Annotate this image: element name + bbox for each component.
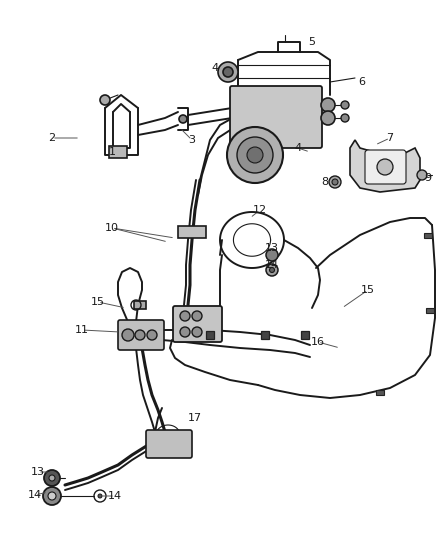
Text: 11: 11 xyxy=(75,325,89,335)
Circle shape xyxy=(266,249,278,261)
Polygon shape xyxy=(350,140,420,192)
Circle shape xyxy=(49,475,55,481)
Bar xyxy=(261,331,269,339)
Bar xyxy=(134,301,146,309)
Circle shape xyxy=(98,494,102,498)
Text: 3: 3 xyxy=(188,135,195,145)
Circle shape xyxy=(377,159,393,175)
FancyBboxPatch shape xyxy=(365,150,406,184)
Circle shape xyxy=(247,147,263,163)
Circle shape xyxy=(341,114,349,122)
Text: 8: 8 xyxy=(321,177,328,187)
Text: 13: 13 xyxy=(265,243,279,253)
Text: 7: 7 xyxy=(386,133,394,143)
Text: 14: 14 xyxy=(28,490,42,500)
Circle shape xyxy=(192,311,202,321)
Bar xyxy=(206,331,214,339)
Text: 16: 16 xyxy=(311,337,325,347)
Circle shape xyxy=(417,170,427,180)
Circle shape xyxy=(237,137,273,173)
FancyBboxPatch shape xyxy=(118,320,164,350)
Bar xyxy=(178,226,206,238)
Bar xyxy=(109,146,127,158)
Circle shape xyxy=(266,264,278,276)
Circle shape xyxy=(43,487,61,505)
Circle shape xyxy=(321,111,335,125)
Circle shape xyxy=(218,62,238,82)
Circle shape xyxy=(44,470,60,486)
Circle shape xyxy=(321,98,335,112)
Text: 13: 13 xyxy=(31,467,45,477)
Text: 6: 6 xyxy=(358,77,365,87)
Text: 9: 9 xyxy=(424,173,431,183)
Text: 4: 4 xyxy=(212,63,219,73)
Circle shape xyxy=(269,268,275,272)
Circle shape xyxy=(135,330,145,340)
Circle shape xyxy=(122,329,134,341)
Text: 14: 14 xyxy=(265,260,279,270)
Text: 12: 12 xyxy=(253,205,267,215)
FancyBboxPatch shape xyxy=(230,86,322,148)
Circle shape xyxy=(180,327,190,337)
Bar xyxy=(426,308,434,312)
Bar xyxy=(301,331,309,339)
FancyBboxPatch shape xyxy=(173,306,222,342)
Circle shape xyxy=(48,492,56,500)
FancyBboxPatch shape xyxy=(146,430,192,458)
Circle shape xyxy=(192,327,202,337)
Bar xyxy=(376,390,384,394)
Text: 10: 10 xyxy=(105,223,119,233)
Text: 17: 17 xyxy=(188,413,202,423)
Text: 1: 1 xyxy=(109,147,116,157)
Circle shape xyxy=(147,330,157,340)
Text: 4: 4 xyxy=(294,143,301,153)
Text: 15: 15 xyxy=(91,297,105,307)
Bar xyxy=(424,232,432,238)
Text: 14: 14 xyxy=(108,491,122,501)
Circle shape xyxy=(227,127,283,183)
Circle shape xyxy=(100,95,110,105)
Circle shape xyxy=(332,179,338,185)
Circle shape xyxy=(180,311,190,321)
Circle shape xyxy=(179,115,187,123)
Circle shape xyxy=(329,176,341,188)
Text: 2: 2 xyxy=(49,133,56,143)
Text: 15: 15 xyxy=(361,285,375,295)
Circle shape xyxy=(341,101,349,109)
Text: 5: 5 xyxy=(308,37,315,47)
Circle shape xyxy=(223,67,233,77)
